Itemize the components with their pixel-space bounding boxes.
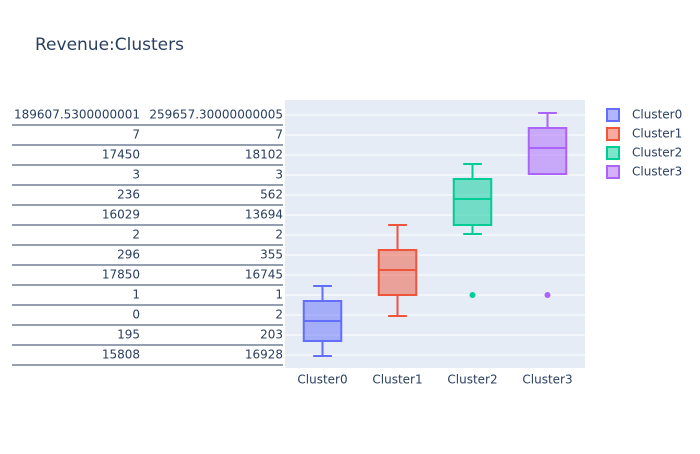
- y-tick-label: 16745: [245, 268, 283, 282]
- y-tick-label: 15808: [102, 348, 140, 362]
- y-tick-label: 18102: [245, 148, 283, 162]
- x-tick-label: Cluster3: [522, 373, 572, 387]
- legend-symbol: [606, 165, 620, 179]
- y-tick-label: 236: [117, 188, 140, 202]
- y-tick-label: 7: [132, 128, 140, 142]
- y-tick-label: 3: [132, 168, 140, 182]
- y-tick-label: 17450: [102, 148, 140, 162]
- y-tick-label: 2: [275, 308, 283, 322]
- legend-label: Cluster2: [632, 146, 682, 160]
- y-tick-label: 16029: [102, 208, 140, 222]
- y-tick-label: 189607.5300000001: [14, 108, 140, 122]
- y-tick-label: 355: [260, 248, 283, 262]
- legend-symbol: [606, 127, 620, 141]
- y-tick-label: 259657.30000000005: [149, 108, 283, 122]
- x-tick-label: Cluster0: [297, 373, 347, 387]
- y-tick-label: 1: [132, 288, 140, 302]
- x-tick-label: Cluster1: [372, 373, 422, 387]
- legend-label: Cluster3: [632, 165, 682, 179]
- y-tick-label: 1: [275, 288, 283, 302]
- y-tick-label: 296: [117, 248, 140, 262]
- y-tick-label: 562: [260, 188, 283, 202]
- y-tick-label: 2: [132, 228, 140, 242]
- y-tick-label: 17850: [102, 268, 140, 282]
- y-tick-label: 16928: [245, 348, 283, 362]
- legend-symbol: [606, 146, 620, 160]
- outlier: [544, 292, 551, 298]
- chart-title: Revenue:Clusters: [35, 35, 184, 55]
- y-tick-label: 0: [132, 308, 140, 322]
- box: [452, 178, 493, 226]
- box: [377, 249, 418, 296]
- y-tick-label: 3: [275, 168, 283, 182]
- x-tick-label: Cluster2: [447, 373, 497, 387]
- y-tick-label: 2: [275, 228, 283, 242]
- y-tick-label: 7: [275, 128, 283, 142]
- box: [527, 127, 568, 175]
- y-tick-label: 203: [260, 328, 283, 342]
- legend-label: Cluster1: [632, 127, 682, 141]
- legend-symbol: [606, 108, 620, 122]
- legend-label: Cluster0: [632, 108, 682, 122]
- outlier: [469, 292, 476, 298]
- y-tick-label: 195: [117, 328, 140, 342]
- y-tick-label: 13694: [245, 208, 283, 222]
